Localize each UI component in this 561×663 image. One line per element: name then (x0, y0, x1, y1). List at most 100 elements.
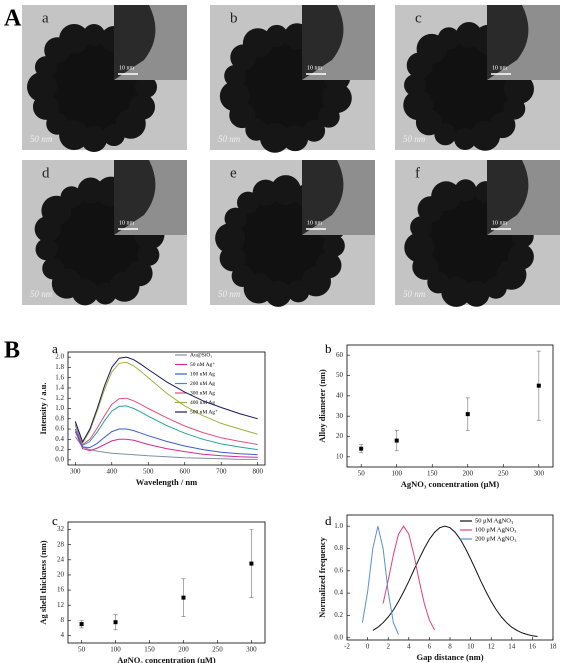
series-line (74, 428, 258, 456)
y-tick-label: 0.4 (334, 589, 343, 597)
legend-label: 50 μM AgNO₃ (475, 517, 513, 524)
inset-particle (114, 160, 156, 235)
y-tick-label: 60 (336, 351, 344, 359)
inset-particle (114, 5, 156, 80)
x-axis-title: Wavelength / nm (136, 477, 197, 487)
x-tick-label: 600 (179, 468, 190, 476)
series-line (74, 361, 258, 445)
y-tick-label: 0.4 (55, 435, 64, 443)
x-tick-label: 300 (70, 468, 81, 476)
particle-bump (259, 122, 290, 153)
particle-bump (224, 207, 247, 230)
series-line (74, 356, 258, 444)
y-tick-label: 28 (57, 540, 65, 548)
data-point (181, 595, 186, 600)
x-tick-label: 8 (448, 643, 452, 651)
micrograph-scale-label: 50 nm (218, 289, 241, 299)
plot-frame (346, 514, 554, 641)
x-tick-label: -2 (344, 643, 350, 651)
y-tick-label: 32 (57, 525, 65, 533)
particle-bump (404, 232, 435, 263)
data-point (465, 412, 470, 417)
data-point (79, 622, 84, 627)
x-tick-label: 200 (178, 646, 189, 654)
x-tick-label: 200 (463, 470, 474, 478)
x-tick-label: 14 (508, 643, 516, 651)
micrograph-scale-label: 50 nm (30, 289, 53, 299)
particle-bump (135, 76, 157, 98)
inset-scale-label: 10 nm (492, 65, 508, 71)
x-tick-label: 700 (216, 468, 227, 476)
chart-panel-label: a (52, 341, 58, 356)
particle-bump (270, 175, 301, 206)
particle-bump (321, 83, 352, 114)
particle-bump (454, 179, 477, 202)
inset-particle (302, 160, 344, 235)
legend-label: 100 nM Ag (190, 371, 215, 377)
series-line (382, 525, 436, 631)
particle-bump (42, 257, 65, 280)
x-tick-label: 4 (407, 643, 411, 651)
data-point (113, 620, 118, 625)
data-point (536, 383, 541, 388)
x-tick-label: 150 (427, 470, 438, 478)
panel-label: b (230, 10, 238, 26)
micrograph-scale-label: 50 nm (30, 134, 53, 144)
y-tick-label: 0.0 (55, 455, 64, 463)
y-axis-title: Intensity / a.u. (38, 383, 48, 435)
series-line (74, 431, 258, 458)
y-tick-label: 0.6 (55, 425, 64, 433)
particle-bump (282, 125, 309, 152)
particle-bump (83, 24, 105, 46)
particle-bump (431, 181, 462, 212)
particle-bump (102, 124, 125, 147)
particle-bump (410, 216, 433, 239)
chart-panel-label: c (52, 513, 58, 528)
inset-scale-label: 10 nm (119, 220, 135, 226)
x-tick-label: 2 (386, 643, 390, 651)
y-tick-label: 8 (61, 616, 65, 624)
x-tick-label: 16 (529, 643, 537, 651)
x-tick-label: 0 (366, 643, 370, 651)
x-axis-title: AgNO₃ concentration (μM) (401, 479, 500, 489)
data-point (249, 561, 254, 566)
legend-label: 200 nM Ag (190, 381, 215, 387)
y-tick-label: 50 (336, 371, 344, 379)
particle-bump (219, 81, 250, 112)
particle-bump (242, 28, 273, 59)
x-axis-title: AgNO₃ concentration (μM) (117, 655, 216, 663)
y-tick-label: 0.0 (334, 633, 343, 641)
y-axis-title: Normalized frequency (317, 536, 327, 618)
y-tick-label: 0.8 (55, 414, 64, 422)
figure-label: B (4, 338, 20, 364)
x-tick-label: 400 (107, 468, 118, 476)
y-axis-title: Ag shell thickness (nm) (38, 540, 48, 624)
particle-bump (287, 280, 310, 303)
series-line (74, 397, 258, 446)
legend-label: 200 μM AgNO₃ (475, 535, 517, 542)
panel-label: e (230, 165, 237, 181)
panel-label: c (415, 10, 422, 26)
legend-label: 400 nM Ag (190, 400, 215, 406)
particle-bump (303, 119, 326, 142)
particle-bump (404, 74, 427, 97)
inset-scale-label: 10 nm (307, 220, 323, 226)
particle-bump (484, 276, 507, 299)
y-tick-label: 16 (57, 586, 65, 594)
inset-particle (487, 5, 529, 80)
y-tick-label: 10 (336, 452, 344, 460)
particle-bump (60, 186, 83, 209)
y-tick-label: 1.2 (55, 394, 64, 402)
particle-bump (470, 120, 501, 151)
particle-bump (403, 90, 434, 121)
y-tick-label: 40 (336, 391, 344, 399)
x-tick-label: 150 (144, 646, 155, 654)
panel-label: f (415, 165, 420, 181)
y-tick-label: 1.6 (55, 373, 64, 381)
plot-frame (67, 521, 266, 644)
legend-label: 300 nM Ag (190, 390, 215, 396)
y-tick-label: 30 (336, 412, 344, 420)
legend-label: Au@SiO₂ (190, 352, 212, 358)
x-tick-label: 800 (252, 468, 263, 476)
